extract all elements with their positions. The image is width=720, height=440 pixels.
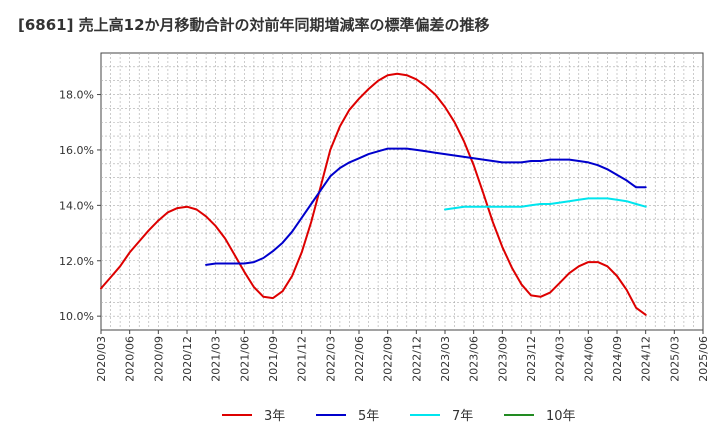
x-tick-label: 2025/03 xyxy=(668,336,681,382)
x-tick-label: 2024/12 xyxy=(640,336,653,382)
x-tick-label: 2022/12 xyxy=(410,336,423,382)
y-tick-label: 10.0% xyxy=(59,310,94,323)
x-tick-label: 2020/12 xyxy=(181,336,194,382)
legend-label-0: 3年 xyxy=(264,409,285,424)
y-tick-label: 16.0% xyxy=(59,144,94,157)
x-tick-label: 2021/06 xyxy=(238,336,251,382)
x-tick-label: 2024/03 xyxy=(554,336,567,382)
x-tick-label: 2020/03 xyxy=(95,336,108,382)
y-tick-label: 18.0% xyxy=(59,89,94,102)
x-tick-label: 2021/12 xyxy=(296,336,309,382)
x-tick-label: 2020/06 xyxy=(124,336,137,382)
x-tick-label: 2021/09 xyxy=(267,336,280,382)
x-tick-label: 2025/06 xyxy=(697,336,710,382)
series-line-2 xyxy=(444,197,647,211)
series-line-1 xyxy=(205,147,647,266)
legend-label-2: 7年 xyxy=(452,409,473,424)
x-tick-label: 2023/06 xyxy=(468,336,481,382)
x-tick-label: 2024/09 xyxy=(611,336,624,382)
y-tick-label: 14.0% xyxy=(59,199,94,212)
x-tick-label: 2020/09 xyxy=(152,336,165,382)
legend-label-3: 10年 xyxy=(546,409,576,424)
x-tick-label: 2022/09 xyxy=(382,336,395,382)
series-line-0 xyxy=(100,72,647,316)
x-tick-label: 2021/03 xyxy=(210,336,223,382)
x-tick-label: 2023/12 xyxy=(525,336,538,382)
x-tick-label: 2024/06 xyxy=(582,336,595,382)
legend-label-1: 5年 xyxy=(358,409,379,424)
x-tick-label: 2023/03 xyxy=(439,336,452,382)
x-tick-label: 2022/03 xyxy=(324,336,337,382)
x-tick-label: 2022/06 xyxy=(353,336,366,382)
x-tick-label: 2023/09 xyxy=(496,336,509,382)
y-tick-label: 12.0% xyxy=(59,255,94,268)
chart-title: [6861] 売上高12か月移動合計の対前年同期増減率の標準偏差の推移 xyxy=(18,16,490,34)
